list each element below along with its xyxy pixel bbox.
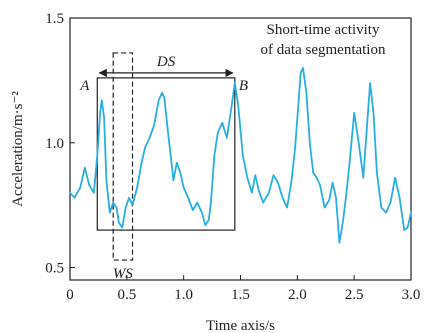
- ws-label: WS: [113, 266, 133, 282]
- point-a-label: A: [79, 78, 90, 94]
- x-tick-label: 0.5: [117, 287, 136, 303]
- x-tick-label: 1.0: [174, 287, 193, 303]
- ds-label: DS: [156, 54, 176, 70]
- annotation-text-line2: of data segmentation: [261, 42, 386, 58]
- x-tick-label: 3.0: [402, 287, 421, 303]
- annotation-text-line1: Short-time activity: [267, 22, 380, 38]
- x-tick-label: 1.5: [231, 287, 250, 303]
- y-tick-label: 1.5: [45, 11, 64, 27]
- ticks-layer: 0 0.5 1.0 1.5 2.0 2.5 3.00.51.01.5: [45, 11, 420, 303]
- y-tick-label: 1.0: [45, 136, 64, 152]
- x-tick-label: 2.5: [345, 287, 364, 303]
- point-b-label: B: [239, 78, 248, 94]
- y-tick-label: 0.5: [45, 261, 64, 277]
- x-tick-label: 2.0: [288, 287, 307, 303]
- series-line: [69, 67, 412, 244]
- x-tick-label: 0: [66, 287, 74, 303]
- ws-window-box: [112, 52, 134, 261]
- x-axis-label: Time axis/s: [206, 318, 275, 333]
- y-axis-label: Acceleration/m·s⁻²: [10, 91, 26, 207]
